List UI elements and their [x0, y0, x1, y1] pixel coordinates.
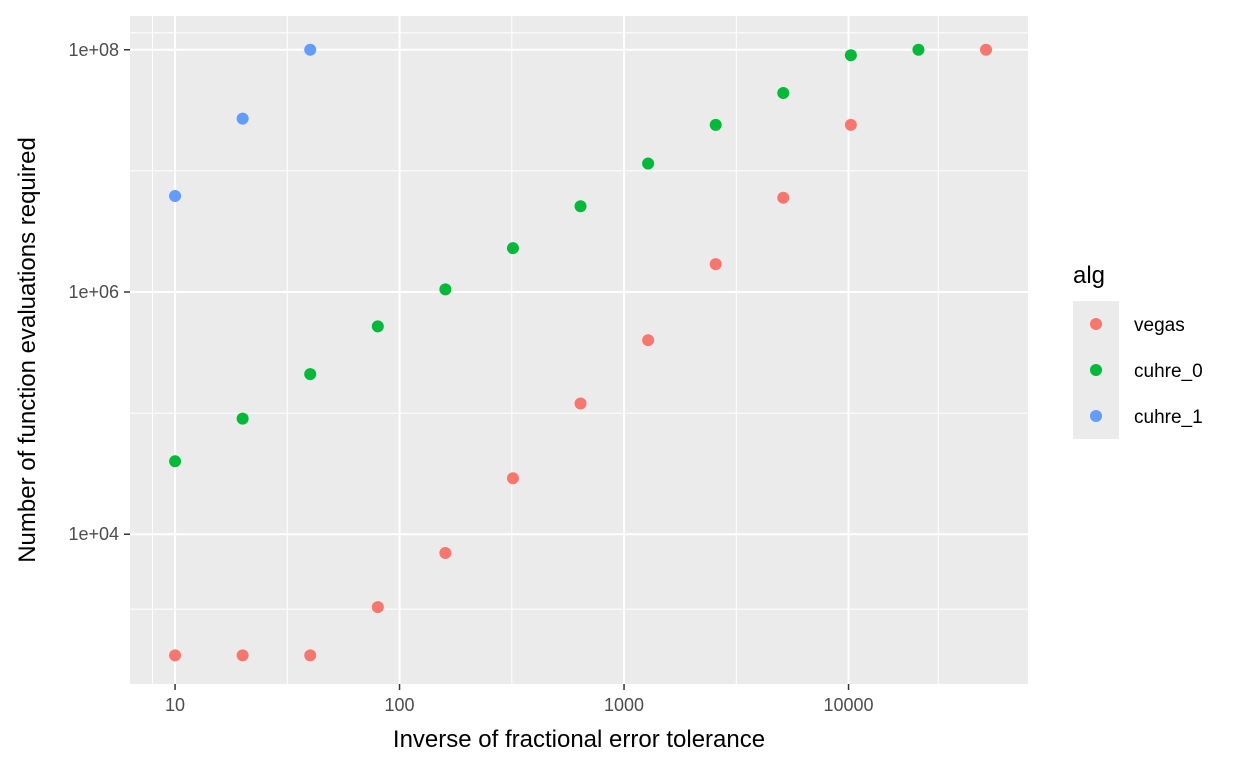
data-point-vegas	[844, 118, 857, 131]
data-point-cuhre-0	[439, 283, 452, 296]
data-point-vegas	[506, 472, 519, 485]
data-point-vegas	[371, 601, 384, 614]
legend-key-vegas	[1090, 318, 1102, 330]
data-point-vegas	[777, 191, 790, 204]
data-point-vegas	[304, 649, 317, 662]
data-point-vegas	[236, 649, 249, 662]
x-axis-tick-label: 10000	[824, 695, 874, 715]
data-point-cuhre-0	[169, 455, 182, 468]
plot-panel	[130, 16, 1028, 684]
data-point-cuhre-1	[236, 112, 249, 125]
legend: alg vegas cuhre_0 cuhre_1	[1073, 262, 1203, 439]
data-point-vegas	[439, 546, 452, 559]
legend-label-cuhre-0: cuhre_0	[1134, 361, 1203, 382]
data-point-cuhre-0	[506, 242, 519, 255]
data-point-cuhre-0	[236, 412, 249, 425]
y-axis-title: Number of function evaluations required	[14, 137, 41, 563]
legend-label-cuhre-1: cuhre_1	[1134, 407, 1203, 428]
data-point-vegas	[642, 334, 655, 347]
data-point-vegas	[980, 43, 993, 56]
data-point-vegas	[169, 649, 182, 662]
data-point-cuhre-0	[642, 157, 655, 170]
data-points	[169, 43, 993, 662]
legend-key-cuhre-0	[1090, 364, 1102, 376]
y-axis-tick-label: 1e+06	[68, 282, 119, 302]
x-axis-tick-label: 100	[385, 695, 415, 715]
x-axis-tick-label: 1000	[604, 695, 644, 715]
data-point-cuhre-0	[709, 118, 722, 131]
y-axis-tick-label: 1e+04	[68, 524, 119, 544]
legend-title: alg	[1073, 262, 1105, 289]
data-point-cuhre-0	[371, 320, 384, 333]
x-axis-tick-label: 10	[165, 695, 185, 715]
major-gridlines	[130, 16, 1028, 684]
data-point-cuhre-0	[304, 368, 317, 381]
data-point-cuhre-1	[169, 190, 182, 203]
data-point-cuhre-1	[304, 43, 317, 56]
data-point-cuhre-0	[777, 86, 790, 99]
x-axis-title: Inverse of fractional error tolerance	[393, 726, 765, 753]
data-point-vegas	[709, 258, 722, 271]
minor-gridlines	[130, 16, 1028, 684]
data-point-cuhre-0	[844, 49, 857, 62]
y-axis-ticks: 1e+04 1e+06 1e+08	[68, 40, 130, 544]
data-point-cuhre-0	[574, 200, 587, 213]
y-axis-tick-label: 1e+08	[68, 40, 119, 60]
legend-key-cuhre-1	[1090, 410, 1102, 422]
data-point-vegas	[574, 397, 587, 410]
data-point-cuhre-0	[912, 43, 925, 56]
x-axis-ticks: 10 100 1000 10000	[165, 684, 874, 715]
legend-label-vegas: vegas	[1134, 315, 1185, 336]
